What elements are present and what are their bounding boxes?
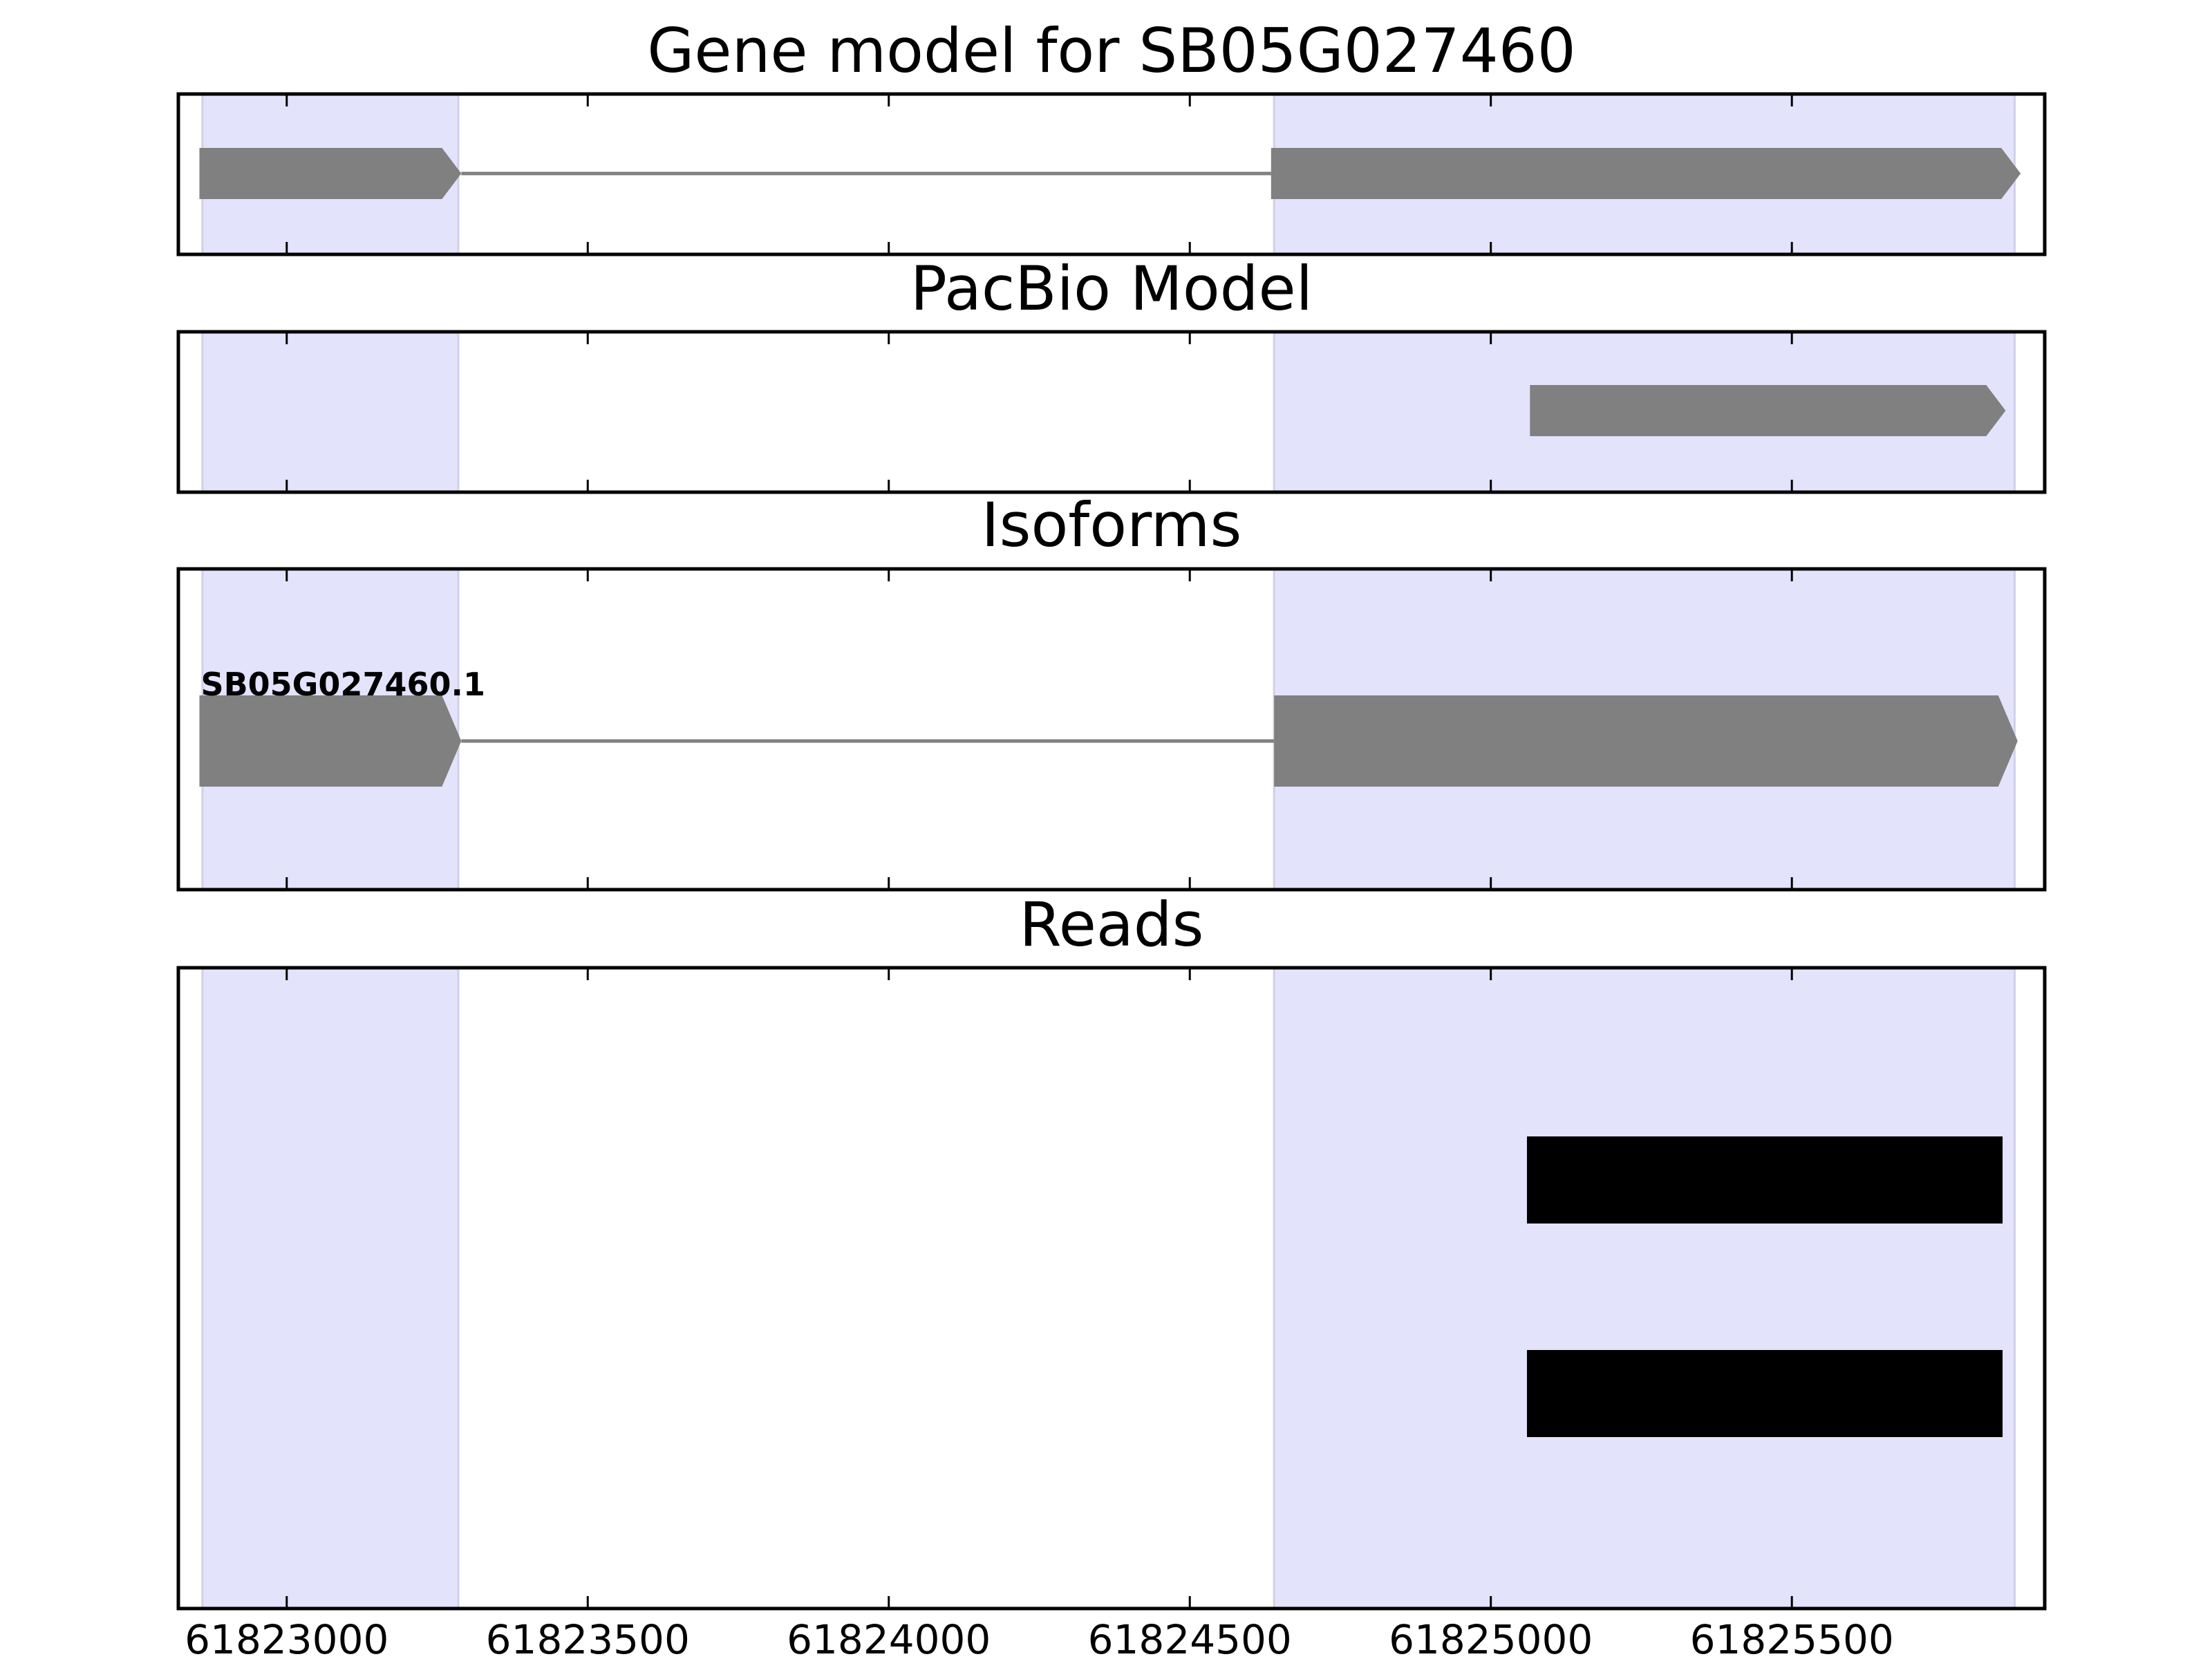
exon-region-band-2 [1273, 966, 2016, 1610]
gene-model-exon-0 [199, 148, 462, 199]
x-tick-label-4: 61824500 [1088, 1616, 1292, 1659]
read-1 [1526, 1136, 2003, 1224]
axes-frame-3 [176, 567, 2047, 892]
read-2 [1526, 1350, 2003, 1437]
panel-2: PacBio Model [176, 253, 2047, 494]
isoform-1-exon-0 [199, 695, 462, 787]
panel-title-3: Isoforms [982, 489, 1242, 561]
panel-3: Isoforms SB05G027460.1 [176, 489, 2047, 892]
isoform-1-exon-2 [1274, 695, 2018, 787]
isoform-label-1: SB05G027460.1 [200, 666, 485, 703]
panel-1: Gene model for SB05G027460 [176, 15, 2047, 256]
x-tick-label-1: 61823000 [185, 1616, 388, 1659]
x-tick-label-3: 61824000 [787, 1616, 991, 1659]
panel-title-4: Reads [1020, 889, 1204, 960]
panel-title-2: PacBio Model [910, 253, 1313, 324]
x-tick-label-2: 61823500 [486, 1616, 690, 1659]
x-tick-label-5: 61825000 [1389, 1616, 1593, 1659]
gene-model-exon-2 [1271, 148, 2021, 199]
axes-frame-2 [176, 330, 2047, 494]
panel-title-1: Gene model for SB05G027460 [647, 15, 1576, 86]
exon-region-band-1 [201, 966, 460, 1610]
panel-4: Reads [176, 889, 2047, 1611]
axes-frame-4 [176, 966, 2047, 1611]
x-tick-label-6: 61825500 [1690, 1616, 1894, 1659]
axes-frame-1 [176, 92, 2047, 256]
pacbio-model-exon-0 [1530, 385, 2006, 436]
exon-region-band-1 [201, 330, 460, 494]
